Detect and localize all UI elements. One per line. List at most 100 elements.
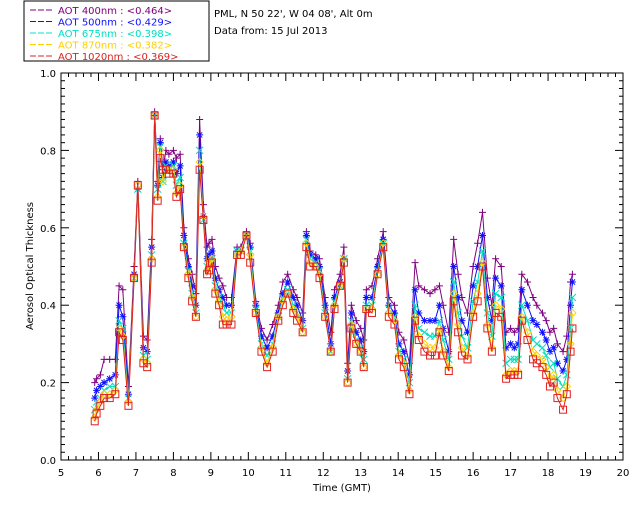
data-point (563, 355, 571, 363)
data-point (207, 254, 217, 263)
data-point (246, 243, 254, 251)
data-point (339, 258, 348, 267)
x-tick-label: 16 (467, 468, 480, 479)
data-point (302, 243, 311, 252)
data-point (118, 336, 127, 345)
legend-entry-label: AOT 400nm : <0.464> (58, 6, 172, 17)
data-point (546, 348, 554, 356)
data-point (196, 131, 204, 139)
data-point (444, 366, 453, 375)
data-point (445, 348, 453, 356)
data-point (473, 297, 482, 306)
data-point (405, 371, 413, 379)
data-point (100, 379, 108, 387)
x-tick-label: 17 (504, 468, 517, 479)
data-point (478, 262, 487, 271)
data-point (100, 394, 109, 403)
data-point (302, 239, 311, 248)
data-point (497, 293, 506, 302)
data-point (559, 405, 568, 414)
data-point (479, 232, 486, 240)
data-point (431, 317, 439, 325)
data-point (326, 347, 335, 356)
data-point (463, 355, 472, 364)
data-point (306, 262, 315, 271)
data-point (279, 290, 287, 298)
x-tick-label: 14 (392, 468, 405, 479)
data-point (473, 289, 482, 298)
data-point (130, 274, 139, 283)
data-point (426, 290, 434, 298)
data-point (568, 270, 576, 278)
data-point (463, 343, 472, 352)
data-point (426, 351, 435, 360)
data-point (222, 320, 231, 329)
data-point (411, 259, 419, 267)
data-point (532, 340, 541, 348)
data-point (96, 371, 104, 379)
data-point (550, 324, 558, 332)
data-point (223, 301, 231, 309)
data-point (492, 274, 500, 282)
data-point (119, 286, 127, 294)
data-point (164, 169, 173, 178)
data-point (379, 243, 388, 252)
data-point (483, 293, 491, 301)
data-point (352, 328, 360, 336)
data-point (420, 328, 429, 337)
data-point (454, 328, 463, 337)
data-point (390, 309, 398, 317)
data-point (311, 262, 320, 271)
data-point (510, 355, 519, 364)
data-point (420, 317, 428, 325)
data-point (191, 312, 200, 321)
data-point (415, 282, 423, 290)
data-point (469, 312, 478, 321)
data-point (542, 317, 550, 325)
data-point (400, 336, 408, 344)
data-point (474, 263, 482, 270)
data-point (205, 239, 213, 247)
data-point (263, 363, 272, 372)
data-point (430, 351, 439, 360)
data-point (568, 308, 577, 318)
data-point (147, 258, 156, 267)
y-tick-label: 0.2 (40, 379, 56, 390)
axis-ticks: 5 6 7 8 9 10 11 12 13 14 15 16 17 18 19 20 0.0 0.2 0.4 0.6 0… (40, 69, 629, 479)
data-point (553, 359, 561, 367)
data-point (449, 278, 458, 286)
data-point (339, 254, 349, 263)
y-tick-label: 0.8 (40, 146, 56, 157)
data-point (454, 270, 462, 278)
data-point (367, 308, 376, 317)
data-point (487, 347, 496, 356)
data-point (400, 348, 408, 356)
data-point (169, 158, 177, 166)
data-point (331, 293, 339, 301)
data-point (435, 328, 444, 337)
data-point (549, 378, 558, 387)
data-point (156, 154, 165, 163)
data-point (529, 317, 537, 325)
data-point (542, 336, 550, 344)
data-point (559, 367, 567, 375)
x-tick-label: 19 (579, 468, 592, 479)
series-aot-1020nm (90, 111, 577, 426)
legend-entry-label: AOT 500nm : <0.429> (58, 18, 172, 29)
data-point (284, 270, 292, 278)
data-point (533, 301, 541, 309)
data-point (119, 313, 127, 321)
data-point (450, 263, 458, 270)
data-point (306, 251, 314, 259)
data-point (464, 328, 472, 336)
data-point (106, 375, 114, 383)
x-tick-label: 13 (354, 468, 367, 479)
series-layer (90, 108, 577, 426)
data-point (347, 320, 356, 329)
data-point (399, 363, 408, 372)
data-point (133, 181, 142, 190)
data-point (538, 355, 547, 364)
data-point (506, 355, 515, 364)
data-point (188, 297, 197, 306)
